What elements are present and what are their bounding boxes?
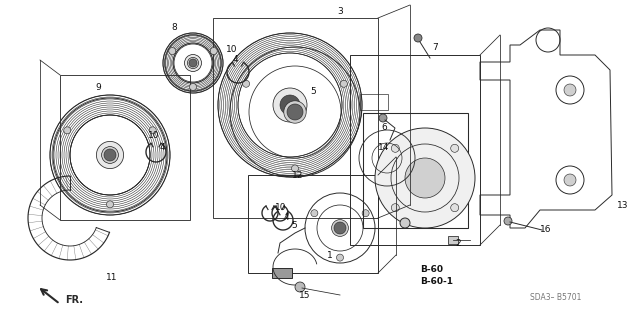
- Text: 16: 16: [540, 226, 552, 234]
- Bar: [363, 113, 468, 228]
- Circle shape: [280, 95, 300, 115]
- Circle shape: [391, 144, 399, 152]
- Circle shape: [504, 217, 512, 225]
- Circle shape: [188, 58, 198, 68]
- Bar: [272, 268, 292, 278]
- Bar: [350, 55, 480, 245]
- Text: 4: 4: [233, 56, 239, 64]
- Bar: [213, 18, 378, 218]
- Text: B-60: B-60: [420, 265, 443, 275]
- Circle shape: [332, 219, 348, 236]
- Text: 5: 5: [310, 87, 316, 97]
- Circle shape: [64, 127, 71, 134]
- Circle shape: [414, 34, 422, 42]
- Circle shape: [391, 204, 399, 212]
- Circle shape: [334, 222, 346, 234]
- Circle shape: [451, 144, 459, 152]
- Text: B-60-1: B-60-1: [420, 277, 453, 286]
- Circle shape: [149, 127, 156, 134]
- Circle shape: [564, 174, 576, 186]
- Circle shape: [295, 282, 305, 292]
- Circle shape: [362, 210, 369, 217]
- Bar: [248, 175, 378, 273]
- Circle shape: [188, 57, 198, 69]
- Text: 8: 8: [171, 24, 177, 33]
- Circle shape: [97, 141, 124, 169]
- Text: 9: 9: [95, 84, 100, 93]
- Circle shape: [273, 88, 307, 122]
- Bar: [360, 94, 388, 110]
- Text: 6: 6: [381, 122, 387, 131]
- Circle shape: [104, 149, 116, 161]
- Circle shape: [340, 80, 348, 87]
- Text: 10: 10: [226, 46, 237, 55]
- Circle shape: [189, 59, 197, 67]
- Text: 11: 11: [106, 273, 118, 283]
- Circle shape: [400, 218, 410, 228]
- Circle shape: [102, 147, 118, 163]
- Circle shape: [284, 101, 306, 123]
- Circle shape: [102, 147, 118, 163]
- Text: 10: 10: [148, 130, 159, 139]
- Circle shape: [211, 48, 217, 55]
- Circle shape: [337, 254, 344, 261]
- Circle shape: [189, 84, 196, 91]
- Bar: [448, 236, 458, 244]
- Circle shape: [243, 80, 250, 87]
- Text: 4: 4: [160, 144, 166, 152]
- Text: 4: 4: [284, 213, 290, 222]
- Text: 3: 3: [337, 8, 343, 17]
- Bar: [60, 75, 190, 220]
- Text: 2: 2: [455, 239, 461, 248]
- Circle shape: [287, 104, 303, 120]
- Text: 12: 12: [292, 170, 304, 180]
- Text: SDA3– B5701: SDA3– B5701: [530, 293, 581, 302]
- Circle shape: [405, 158, 445, 198]
- Circle shape: [311, 210, 318, 217]
- Text: 13: 13: [617, 201, 628, 210]
- Text: 15: 15: [300, 291, 311, 300]
- Circle shape: [291, 165, 298, 172]
- Text: 7: 7: [432, 43, 438, 53]
- Text: 14: 14: [378, 144, 389, 152]
- Text: 10: 10: [275, 203, 287, 211]
- Circle shape: [106, 201, 113, 208]
- Circle shape: [564, 84, 576, 96]
- Text: 1: 1: [327, 250, 333, 259]
- Circle shape: [451, 204, 459, 212]
- Text: FR.: FR.: [65, 295, 83, 305]
- Circle shape: [169, 48, 176, 55]
- Circle shape: [375, 128, 475, 228]
- Circle shape: [379, 114, 387, 122]
- Circle shape: [184, 55, 202, 71]
- Text: 5: 5: [291, 221, 297, 231]
